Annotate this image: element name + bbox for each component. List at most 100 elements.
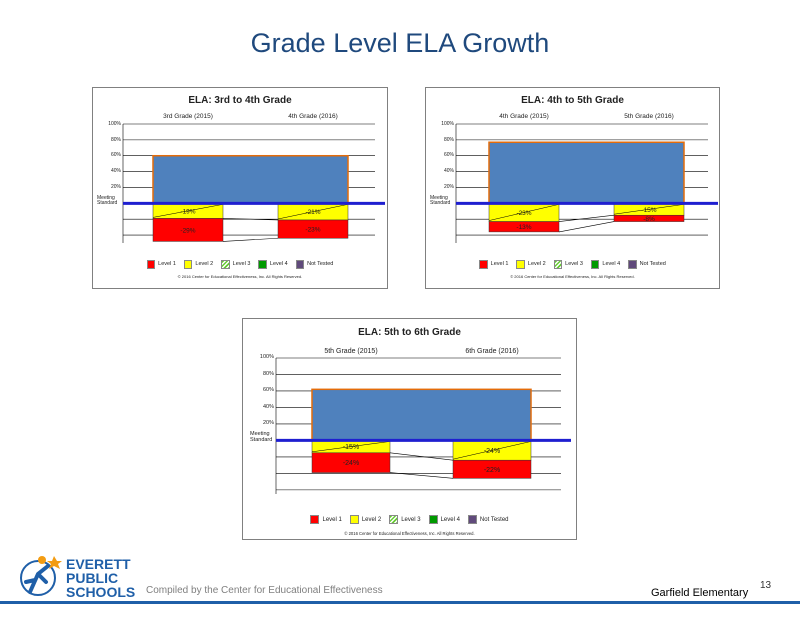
legend-swatch [183,260,193,269]
plot-area: -15% -24% -24% -22% [275,357,571,494]
chart-3rd-to-4th: ELA: 3rd to 4th Grade 3rd Grade (2015) 4th… [92,87,388,289]
legend-swatch [590,260,600,269]
y-tick-label: 40% [443,168,454,175]
meeting-standard-word: Meeting [250,431,270,438]
diagonal-line [277,204,349,220]
y-tick-label: 100% [441,120,454,127]
legend-swatch [258,260,267,269]
legend-label: Level 4 [269,261,288,268]
data-label: -24% [484,448,500,455]
y-tick-label: 80% [110,136,121,143]
category-label: 4th Grade (2016) [288,113,338,120]
legend-item: Level 3 [221,260,250,269]
category-label: 4th Grade (2015) [499,113,549,120]
chart-title: ELA: 3rd to 4th Grade [188,95,292,106]
meeting-standard-label: Meeting Standard [97,194,118,207]
meeting-standard-word: Meeting [430,194,448,201]
y-tick-label: 20% [110,184,121,191]
meeting-standard-word: Meeting [97,194,115,201]
legend-item: Level 1 [479,260,508,269]
legend-swatch [628,260,637,269]
y-tick-label: 40% [110,168,121,175]
diagonal-line [452,441,532,460]
legend-label: Level 2 [361,516,382,523]
legend-label: Level 2 [195,261,214,268]
slide-title: Grade Level ELA Growth [250,28,550,58]
data-label: -23% [305,227,320,234]
legend-item: Not Tested [467,515,509,524]
legend-swatch [146,260,156,269]
chart-legend: Level 1 Level 2 Level 3 Level 4 Not Tested [243,515,576,524]
chart-copyright: © 2016 Center for Educational Effectiven… [344,531,475,536]
legend-label: Not Tested [479,516,509,523]
bar-level-1 [277,219,349,239]
legend-item: Not Tested [628,260,666,269]
connector-line [558,214,615,222]
chart-legend: Level 1 Level 2 Level 3 Level 4 Not Tested [93,260,387,269]
legend-swatch [516,260,525,269]
chart-4th-to-5th: ELA: 4th to 5th Grade 4th Grade (2015) 5th… [425,87,720,289]
data-label: -21% [305,209,320,216]
meeting-standard-bar [152,154,349,205]
bar-level-1 [152,218,224,242]
y-tick-label: 100% [108,120,121,127]
plot-area: -19% -29% -21% -23% [122,123,385,243]
y-tick-label: 80% [443,136,454,143]
legend-swatch [349,515,359,524]
data-label: -19% [180,208,195,215]
legend-item: Level 4 [428,515,460,524]
data-label: -23% [516,210,531,217]
legend-label: Level 3 [401,516,421,523]
legend-item: Level 3 [389,515,421,524]
logo-line-1: EVERETT [66,556,131,572]
y-tick-label: 80% [262,370,274,377]
logo-line-3: SCHOOLS [66,584,136,600]
everett-logo-icon [20,556,62,596]
meeting-standard-word: Standard [430,200,451,207]
connector-line [558,221,615,233]
connector-line [389,452,454,461]
data-label: -13% [516,224,531,231]
category-label: 6th Grade (2016) [465,348,519,355]
footer-school-name: Garfield Elementary [651,587,749,599]
y-tick-label: 20% [262,420,274,427]
legend-item: Level 3 [553,260,583,269]
legend-swatch [389,515,399,524]
legend-item: Level 1 [310,515,342,524]
legend-label: Not Tested [639,261,666,268]
category-label: 5th Grade (2016) [624,113,674,120]
footer-divider [0,601,800,604]
legend-label: Level 1 [490,261,509,268]
y-tick-label: 60% [262,387,274,394]
legend-item: Not Tested [295,260,333,269]
legend-swatch [428,515,438,524]
legend-item: Level 2 [349,515,382,524]
legend-label: Level 3 [565,261,583,268]
meeting-standard-label: Meeting Standard [250,431,273,444]
meeting-standard-word: Standard [250,436,273,443]
data-label: -15% [641,207,656,214]
logo-text: EVERETT PUBLIC SCHOOLS [66,557,135,599]
bar-level-1 [488,221,560,233]
legend-label: Level 4 [440,516,460,523]
legend-item: Level 2 [183,260,214,269]
connector-line [222,218,279,221]
legend-swatch [479,260,488,269]
legend-item: Level 1 [146,260,176,269]
y-tick-label: 60% [110,152,121,159]
footer-compiled-text: Compiled by the Center for Educational E… [146,585,383,596]
meeting-standard-word: Standard [97,200,118,207]
plot-area: -23% -13% -15% -8% [455,123,718,243]
diagonal-line [488,204,560,221]
data-label: -8% [643,216,655,223]
legend-swatch [295,260,305,269]
chart-copyright: © 2016 Center for Educational Effectiven… [510,274,635,279]
legend-swatch [310,515,320,524]
chart-5th-to-6th: ELA: 5th to 6th Grade 5th Grade (2015) 6th… [242,318,577,540]
meeting-standard-label: Meeting Standard [430,194,451,207]
legend-label: Level 2 [527,261,546,268]
legend-item: Level 2 [516,260,546,269]
meeting-standard-bar [311,388,532,442]
bar-level-1 [452,459,532,479]
category-label: 5th Grade (2015) [324,348,378,355]
